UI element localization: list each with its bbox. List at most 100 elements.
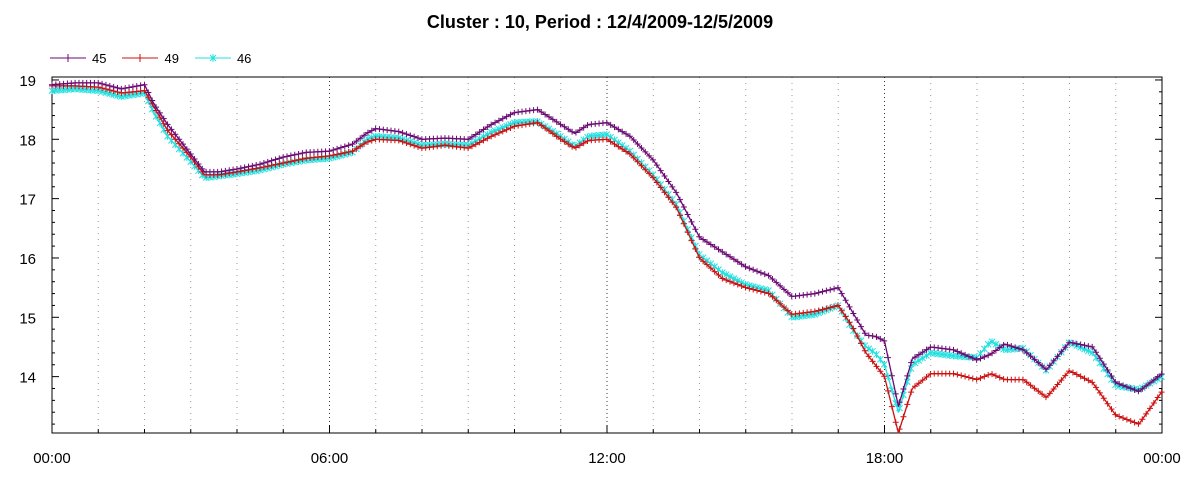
data-point-45: [230, 166, 237, 173]
data-point-45: [1120, 382, 1127, 389]
data-point-45: [253, 162, 260, 169]
data-point-49: [399, 138, 406, 145]
data-point-45: [468, 133, 475, 140]
data-point-45: [1147, 379, 1153, 386]
data-point-49: [1081, 375, 1088, 382]
data-point-45: [896, 399, 903, 406]
data-point-49: [480, 137, 487, 144]
data-point-45: [688, 218, 695, 225]
data-point-45: [711, 243, 718, 250]
data-point-49: [291, 157, 298, 164]
data-point-45: [272, 156, 279, 163]
data-point-45: [538, 108, 545, 115]
data-point-45: [569, 128, 576, 135]
data-point-49: [669, 199, 676, 206]
data-point-49: [1031, 385, 1038, 392]
series-49: [49, 82, 1165, 434]
data-point-45: [1023, 349, 1030, 356]
data-point-49: [730, 280, 737, 287]
data-point-49: [915, 380, 922, 387]
data-point-49: [873, 363, 880, 370]
data-point-45: [141, 81, 148, 88]
data-point-45: [299, 150, 306, 157]
data-point-49: [869, 358, 876, 365]
data-point-49: [904, 401, 911, 408]
data-point-45: [1062, 344, 1069, 351]
data-point-45: [280, 154, 287, 161]
y-tick-label: 14: [19, 370, 36, 387]
data-point-49: [569, 143, 576, 150]
data-point-45: [985, 352, 992, 359]
data-point-49: [615, 143, 622, 150]
data-point-49: [1116, 413, 1123, 420]
data-point-45: [565, 126, 572, 133]
data-point-45: [276, 155, 283, 162]
data-point-45: [545, 113, 552, 120]
data-point-45: [95, 79, 102, 86]
data-point-49: [164, 127, 171, 134]
data-point-49: [1039, 391, 1046, 398]
plot-frame: [51, 76, 1163, 434]
data-point-46: [984, 340, 992, 348]
data-point-45: [153, 104, 160, 111]
data-point-49: [777, 300, 784, 307]
data-point-45: [919, 349, 926, 356]
data-point-49: [499, 128, 506, 135]
data-point-49: [395, 137, 402, 144]
data-point-49: [603, 136, 610, 143]
legend-swatch-45: [50, 54, 86, 62]
data-point-49: [1054, 381, 1061, 388]
data-point-49: [1104, 400, 1111, 407]
data-point-49: [507, 125, 514, 132]
data-point-45: [1073, 340, 1080, 347]
data-point-49: [611, 141, 618, 148]
data-point-45: [750, 266, 757, 273]
data-point-49: [1127, 417, 1134, 424]
data-point-49: [1147, 405, 1153, 412]
data-point-49: [650, 174, 657, 181]
data-point-49: [630, 154, 637, 161]
data-point-49: [919, 377, 926, 384]
data-point-45: [761, 271, 768, 278]
legend-label-45: 45: [92, 50, 107, 66]
data-point-45: [869, 332, 876, 339]
data-point-49: [534, 119, 541, 126]
data-point-45: [742, 263, 749, 270]
data-point-45: [1008, 343, 1015, 350]
data-point-45: [653, 162, 660, 169]
data-point-45: [1089, 343, 1096, 350]
data-point-49: [484, 135, 491, 142]
data-point-49: [734, 281, 741, 288]
data-point-45: [414, 134, 421, 141]
data-point-45: [1104, 367, 1111, 374]
data-point-45: [719, 248, 726, 255]
data-point-49: [465, 145, 472, 152]
data-point-45: [696, 233, 703, 240]
data-point-49: [361, 140, 368, 147]
data-point-45: [534, 106, 541, 113]
data-point-49: [711, 268, 718, 275]
data-point-46: [869, 347, 876, 355]
data-point-45: [1100, 361, 1107, 368]
data-point-49: [607, 138, 614, 145]
data-point-49: [765, 290, 772, 297]
data-point-45: [707, 241, 714, 248]
data-point-49: [973, 376, 980, 383]
data-point-49: [646, 170, 653, 177]
data-point-45: [149, 97, 156, 104]
data-point-49: [965, 374, 972, 381]
data-point-49: [750, 286, 757, 293]
legend-swatch-49: [122, 54, 159, 62]
data-point-49: [1154, 394, 1161, 401]
data-point-45: [326, 148, 333, 155]
data-point-49: [684, 229, 691, 236]
data-point-49: [823, 305, 830, 312]
data-point-45: [657, 167, 664, 174]
data-point-49: [673, 204, 680, 211]
data-point-49: [962, 373, 969, 380]
data-point-45: [226, 167, 233, 174]
data-point-49: [488, 133, 495, 140]
data-point-45: [268, 157, 275, 164]
data-point-49: [503, 126, 510, 133]
